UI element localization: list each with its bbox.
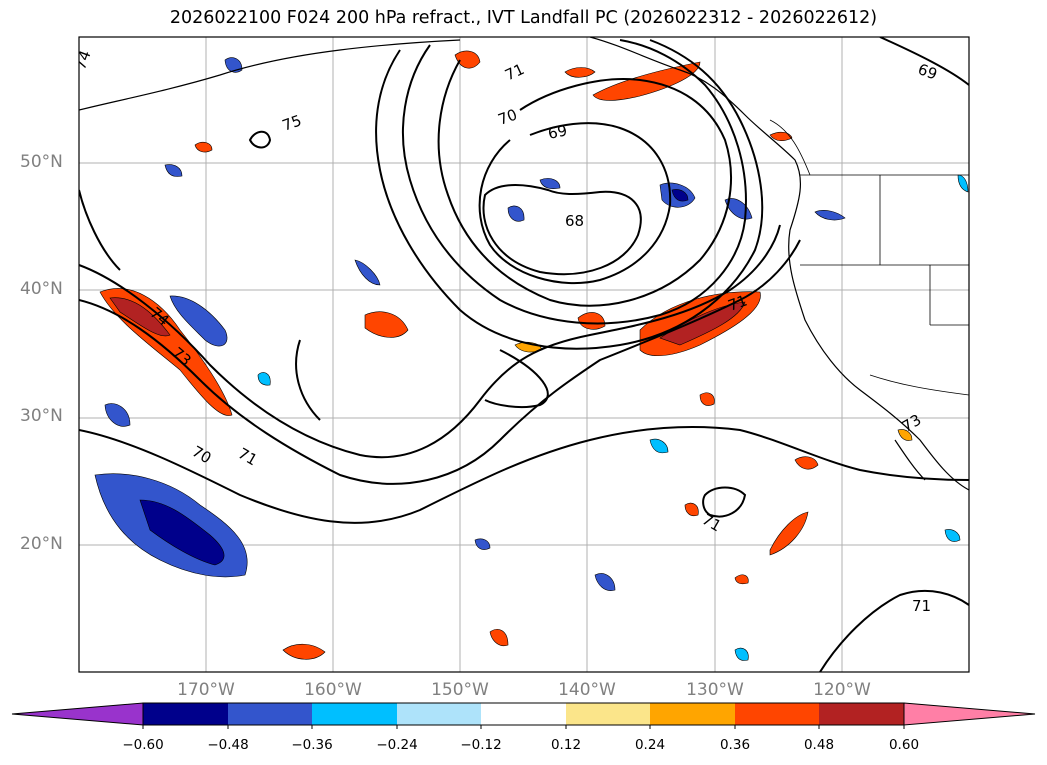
lat-label: 30°N — [20, 406, 63, 426]
contour-labels: 74 75 71 70 69 68 69 71 74 73 70 71 71 7… — [79, 48, 940, 615]
colorbar-tick-label: 0.60 — [888, 737, 920, 753]
lat-label: 50°N — [20, 152, 63, 172]
colorbar-tick-label: −0.24 — [376, 737, 418, 753]
lon-label: 170°W — [177, 680, 235, 700]
colorbar-segment — [312, 703, 397, 725]
contour-line — [375, 39, 764, 350]
colorbar-segment — [650, 703, 735, 725]
map-frame — [78, 36, 970, 673]
contour-line — [295, 339, 321, 421]
positive-anomaly-fill — [684, 502, 699, 517]
positive-anomaly-fill — [794, 456, 819, 470]
political-borders — [769, 119, 969, 396]
positive-anomaly-fill — [194, 141, 213, 153]
colorbar-segment — [735, 703, 819, 725]
contour-line — [478, 122, 672, 284]
colorbar-frame — [142, 702, 905, 726]
colorbar-tick-label: −0.60 — [122, 737, 164, 753]
contour-label: 71 — [726, 291, 750, 314]
positive-anomaly-fill — [699, 392, 715, 406]
colorbar-extend-high — [903, 702, 1036, 726]
contour-line — [248, 130, 272, 149]
contour-label: 75 — [280, 111, 304, 134]
colorbar-segment — [143, 703, 228, 725]
colorbar-tick-label: −0.48 — [207, 737, 249, 753]
lon-label: 130°W — [686, 680, 744, 700]
contour-label: 71 — [912, 597, 931, 615]
negative-anomaly-fill — [169, 295, 228, 347]
contour-line — [879, 37, 969, 86]
positive-anomaly-fill — [769, 131, 793, 141]
contour-label: 68 — [565, 212, 584, 230]
negative-anomaly-fill — [354, 259, 381, 286]
lon-label: 140°W — [558, 680, 616, 700]
negative-anomaly-fill — [649, 438, 669, 454]
colorbar-tick-label: −0.36 — [291, 737, 333, 753]
negative-anomaly-fill — [104, 403, 131, 427]
negative-anomaly-fill — [671, 189, 689, 202]
negative-anomaly-fill — [139, 499, 225, 566]
contour-label: 69 — [916, 60, 940, 83]
colorbar-segment — [819, 703, 904, 725]
lon-label: 160°W — [304, 680, 362, 700]
colorbar-tick-label: −0.12 — [460, 737, 502, 753]
contour-line — [79, 239, 801, 485]
negative-anomaly-fill — [944, 529, 961, 542]
contour-line — [437, 59, 732, 307]
contour-line — [79, 426, 969, 524]
contour-line — [482, 184, 642, 276]
negative-anomaly-fill — [257, 372, 271, 386]
colorbar-tick-label: 0.24 — [634, 737, 666, 753]
positive-anomaly-fill — [364, 311, 409, 338]
negative-anomaly-fill — [224, 57, 243, 73]
map-plot-area: 74 75 71 70 69 68 69 71 74 73 70 71 71 7… — [79, 37, 969, 672]
contour-line — [79, 189, 121, 271]
negative-anomaly-fill — [507, 205, 525, 222]
colorbar-segment — [228, 703, 312, 725]
contour-line — [401, 39, 747, 325]
negative-anomaly-fill — [957, 174, 969, 193]
negative-anomaly-fields — [94, 57, 969, 661]
colorbar-tick-label: 0.48 — [803, 737, 835, 753]
contour-line — [819, 589, 969, 672]
colorbar-segment — [481, 703, 566, 725]
positive-anomaly-fields — [99, 50, 913, 660]
positive-anomaly-fill — [734, 574, 749, 585]
positive-anomaly-fill — [109, 297, 171, 337]
contour-label: 69 — [546, 121, 568, 143]
negative-anomaly-fill — [594, 573, 616, 591]
positive-anomaly-fill — [489, 629, 509, 647]
contour-line — [484, 349, 549, 409]
lat-label: 20°N — [20, 534, 63, 554]
colorbar-tick-label: 0.12 — [550, 737, 582, 753]
baja-coast — [894, 439, 926, 481]
positive-anomaly-fill — [769, 511, 809, 556]
map-title: 2026022100 F024 200 hPa refract., IVT La… — [169, 8, 878, 28]
negative-anomaly-fill — [474, 538, 491, 550]
negative-anomaly-fill — [814, 210, 846, 221]
negative-anomaly-fill — [734, 647, 749, 661]
positive-anomaly-fill — [564, 67, 596, 78]
negative-anomaly-fill — [164, 164, 183, 177]
colorbar — [11, 702, 1036, 729]
colorbar-tick-label: 0.36 — [719, 737, 751, 753]
height-contours — [79, 37, 969, 672]
contour-line — [79, 224, 781, 459]
colorbar-segment — [566, 703, 650, 725]
alaska-coast — [79, 39, 461, 111]
lat-label: 40°N — [20, 279, 63, 299]
colorbar-extend-low — [11, 702, 144, 726]
colorbar-segment — [397, 703, 481, 725]
contour-line — [702, 486, 747, 518]
positive-anomaly-fill — [454, 50, 481, 69]
negative-anomaly-fill — [539, 178, 561, 190]
contour-label: 70 — [496, 105, 520, 128]
positive-anomaly-fill — [897, 429, 913, 441]
lon-label: 150°W — [431, 680, 489, 700]
positive-anomaly-fill — [577, 312, 606, 330]
lon-label: 120°W — [813, 680, 871, 700]
positive-anomaly-fill — [282, 643, 326, 660]
